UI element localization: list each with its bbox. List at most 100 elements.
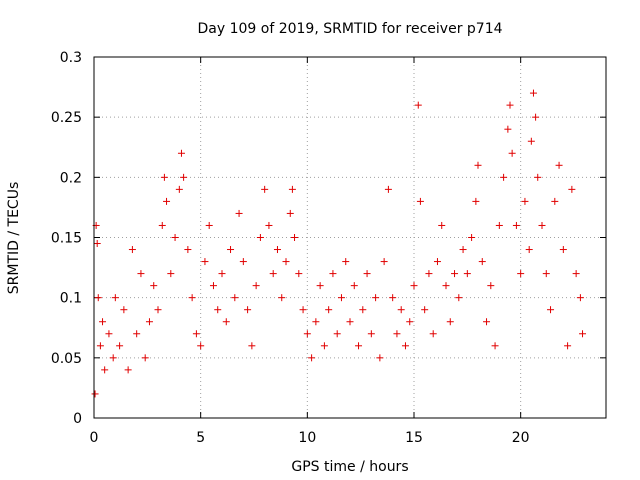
- data-point: [451, 270, 459, 278]
- data-point: [442, 282, 450, 290]
- data-point: [303, 330, 311, 338]
- data-point: [205, 221, 213, 229]
- data-point: [158, 221, 166, 229]
- data-point: [572, 270, 580, 278]
- data-point: [295, 270, 303, 278]
- data-point: [150, 282, 158, 290]
- data-point: [256, 234, 264, 241]
- x-tick-label: 10: [298, 430, 316, 446]
- data-point: [167, 270, 175, 278]
- data-point: [463, 270, 471, 278]
- y-axis-label: SRMTID / TECUs: [6, 182, 22, 295]
- data-point: [282, 258, 290, 266]
- data-point: [116, 342, 124, 350]
- data-point: [438, 221, 446, 229]
- grid-lines: [94, 57, 606, 418]
- data-point: [547, 306, 555, 314]
- data-point: [248, 342, 256, 350]
- data-point: [446, 318, 454, 326]
- data-point: [380, 258, 388, 266]
- data-point: [316, 282, 324, 290]
- data-point: [197, 342, 205, 350]
- data-point: [384, 185, 392, 193]
- data-point: [308, 354, 316, 362]
- data-point: [218, 270, 226, 278]
- data-point: [506, 101, 514, 109]
- data-point: [551, 197, 559, 205]
- data-point: [500, 173, 508, 181]
- data-point: [244, 306, 252, 314]
- data-point: [521, 197, 529, 205]
- data-point: [227, 246, 235, 254]
- data-point: [184, 246, 192, 254]
- data-point: [93, 240, 101, 248]
- data-point: [529, 89, 537, 97]
- data-point: [101, 366, 109, 374]
- data-point: [416, 197, 424, 205]
- data-point: [180, 173, 188, 181]
- data-point: [124, 366, 132, 374]
- data-point: [397, 306, 405, 314]
- data-point: [111, 294, 119, 302]
- data-point: [517, 270, 525, 278]
- data-point: [96, 342, 104, 350]
- data-point: [495, 221, 503, 229]
- data-point: [265, 221, 273, 229]
- axis-ticks: 0 5 10 15 20 0 0.05 0.1 0.15 0.2 0.25 0.3: [51, 50, 606, 446]
- data-point: [105, 330, 113, 338]
- data-point: [109, 354, 117, 362]
- data-point: [491, 342, 499, 350]
- data-point: [429, 330, 437, 338]
- data-point: [137, 270, 145, 278]
- data-point: [542, 270, 550, 278]
- data-point: [329, 270, 337, 278]
- data-points: [91, 89, 587, 398]
- data-point: [410, 282, 418, 290]
- data-point: [512, 221, 520, 229]
- data-point: [269, 270, 277, 278]
- data-point: [346, 318, 354, 326]
- data-point: [312, 318, 320, 326]
- data-point: [459, 246, 467, 254]
- data-point: [406, 318, 414, 326]
- chart-title: Day 109 of 2019, SRMTID for receiver p71…: [197, 21, 502, 37]
- x-tick-label: 0: [90, 430, 99, 446]
- plot-frame: [93, 56, 607, 419]
- data-point: [579, 330, 587, 338]
- data-point: [286, 209, 294, 217]
- data-point: [252, 282, 260, 290]
- data-point: [209, 282, 217, 290]
- y-tick-label: 0.25: [51, 110, 82, 126]
- x-tick-label: 20: [512, 430, 530, 446]
- x-tick-label: 15: [405, 430, 423, 446]
- y-tick-label: 0.15: [51, 231, 82, 247]
- y-tick-label: 0.2: [60, 170, 82, 186]
- data-point: [171, 234, 179, 241]
- data-point: [468, 234, 476, 241]
- data-point: [160, 173, 168, 181]
- y-tick-label: 0.1: [60, 291, 82, 307]
- data-point: [483, 318, 491, 326]
- data-point: [91, 390, 99, 398]
- data-point: [154, 306, 162, 314]
- x-tick-label: 5: [196, 430, 205, 446]
- data-point: [99, 318, 107, 326]
- data-point: [363, 270, 371, 278]
- data-point: [455, 294, 463, 302]
- data-point: [527, 137, 535, 145]
- data-point: [559, 246, 567, 254]
- x-axis-label: GPS time / hours: [291, 459, 408, 475]
- data-point: [188, 294, 196, 302]
- data-point: [337, 294, 345, 302]
- data-point: [141, 354, 149, 362]
- data-point: [532, 113, 540, 121]
- data-point: [525, 246, 533, 254]
- data-point: [389, 294, 397, 302]
- data-point: [163, 197, 171, 205]
- data-point: [508, 149, 516, 157]
- data-point: [222, 318, 230, 326]
- data-point: [235, 209, 243, 217]
- data-point: [192, 330, 200, 338]
- data-point: [538, 221, 546, 229]
